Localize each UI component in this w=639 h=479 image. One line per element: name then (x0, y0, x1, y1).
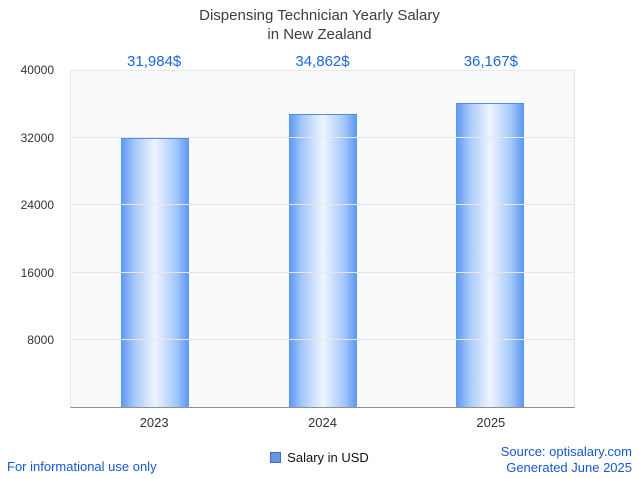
generated-date: Generated June 2025 (506, 459, 632, 475)
chart-title-line2: in New Zealand (267, 25, 372, 43)
y-tick-label: 24000 (20, 198, 54, 213)
disclaimer-text: For informational use only (7, 459, 157, 474)
chart-title-line1: Dispensing Technician Yearly Salary (199, 7, 440, 24)
gridline (71, 137, 574, 139)
x-tick-label-2025: 2025 (476, 415, 506, 430)
bar-2023 (120, 138, 189, 407)
bar-slot (71, 71, 239, 407)
bar-value-labels: 31,984$ 34,862$ 36,167$ (70, 53, 575, 70)
y-tick-label: 8000 (27, 333, 54, 348)
x-tick-label-2023: 2023 (139, 415, 169, 430)
x-tick-label-2024: 2024 (308, 415, 337, 430)
bar-value-label-2023: 31,984$ (127, 53, 182, 70)
plot-area (70, 70, 575, 408)
gridline (71, 204, 574, 206)
bar-value-label-2025: 36,167$ (463, 53, 518, 70)
gridline (71, 271, 574, 273)
y-tick-label: 32000 (20, 130, 54, 145)
gridline (71, 70, 574, 71)
bar-2024 (288, 114, 357, 407)
y-axis-labels: 8000 16000 24000 32000 40000 (0, 63, 62, 408)
bar-slot (239, 71, 407, 407)
y-tick-label: 40000 (20, 63, 54, 77)
source-link[interactable]: Source: optisalary.com (500, 443, 632, 459)
source-block: Source: optisalary.com Generated June 20… (501, 444, 632, 477)
legend-square-icon (270, 452, 282, 463)
bar-2025 (456, 103, 525, 407)
legend-label: Salary in USD (287, 450, 369, 465)
y-tick-label: 16000 (20, 265, 54, 280)
bar-value-label-2024: 34,862$ (295, 53, 350, 70)
gridline (71, 338, 574, 340)
bar-slot (406, 71, 574, 407)
legend: Salary in USD (0, 450, 639, 465)
x-axis-labels: 2023 2024 2025 (70, 415, 575, 430)
chart-title: Dispensing Technician Yearly Salary in N… (0, 7, 639, 45)
bars-row (71, 71, 574, 407)
